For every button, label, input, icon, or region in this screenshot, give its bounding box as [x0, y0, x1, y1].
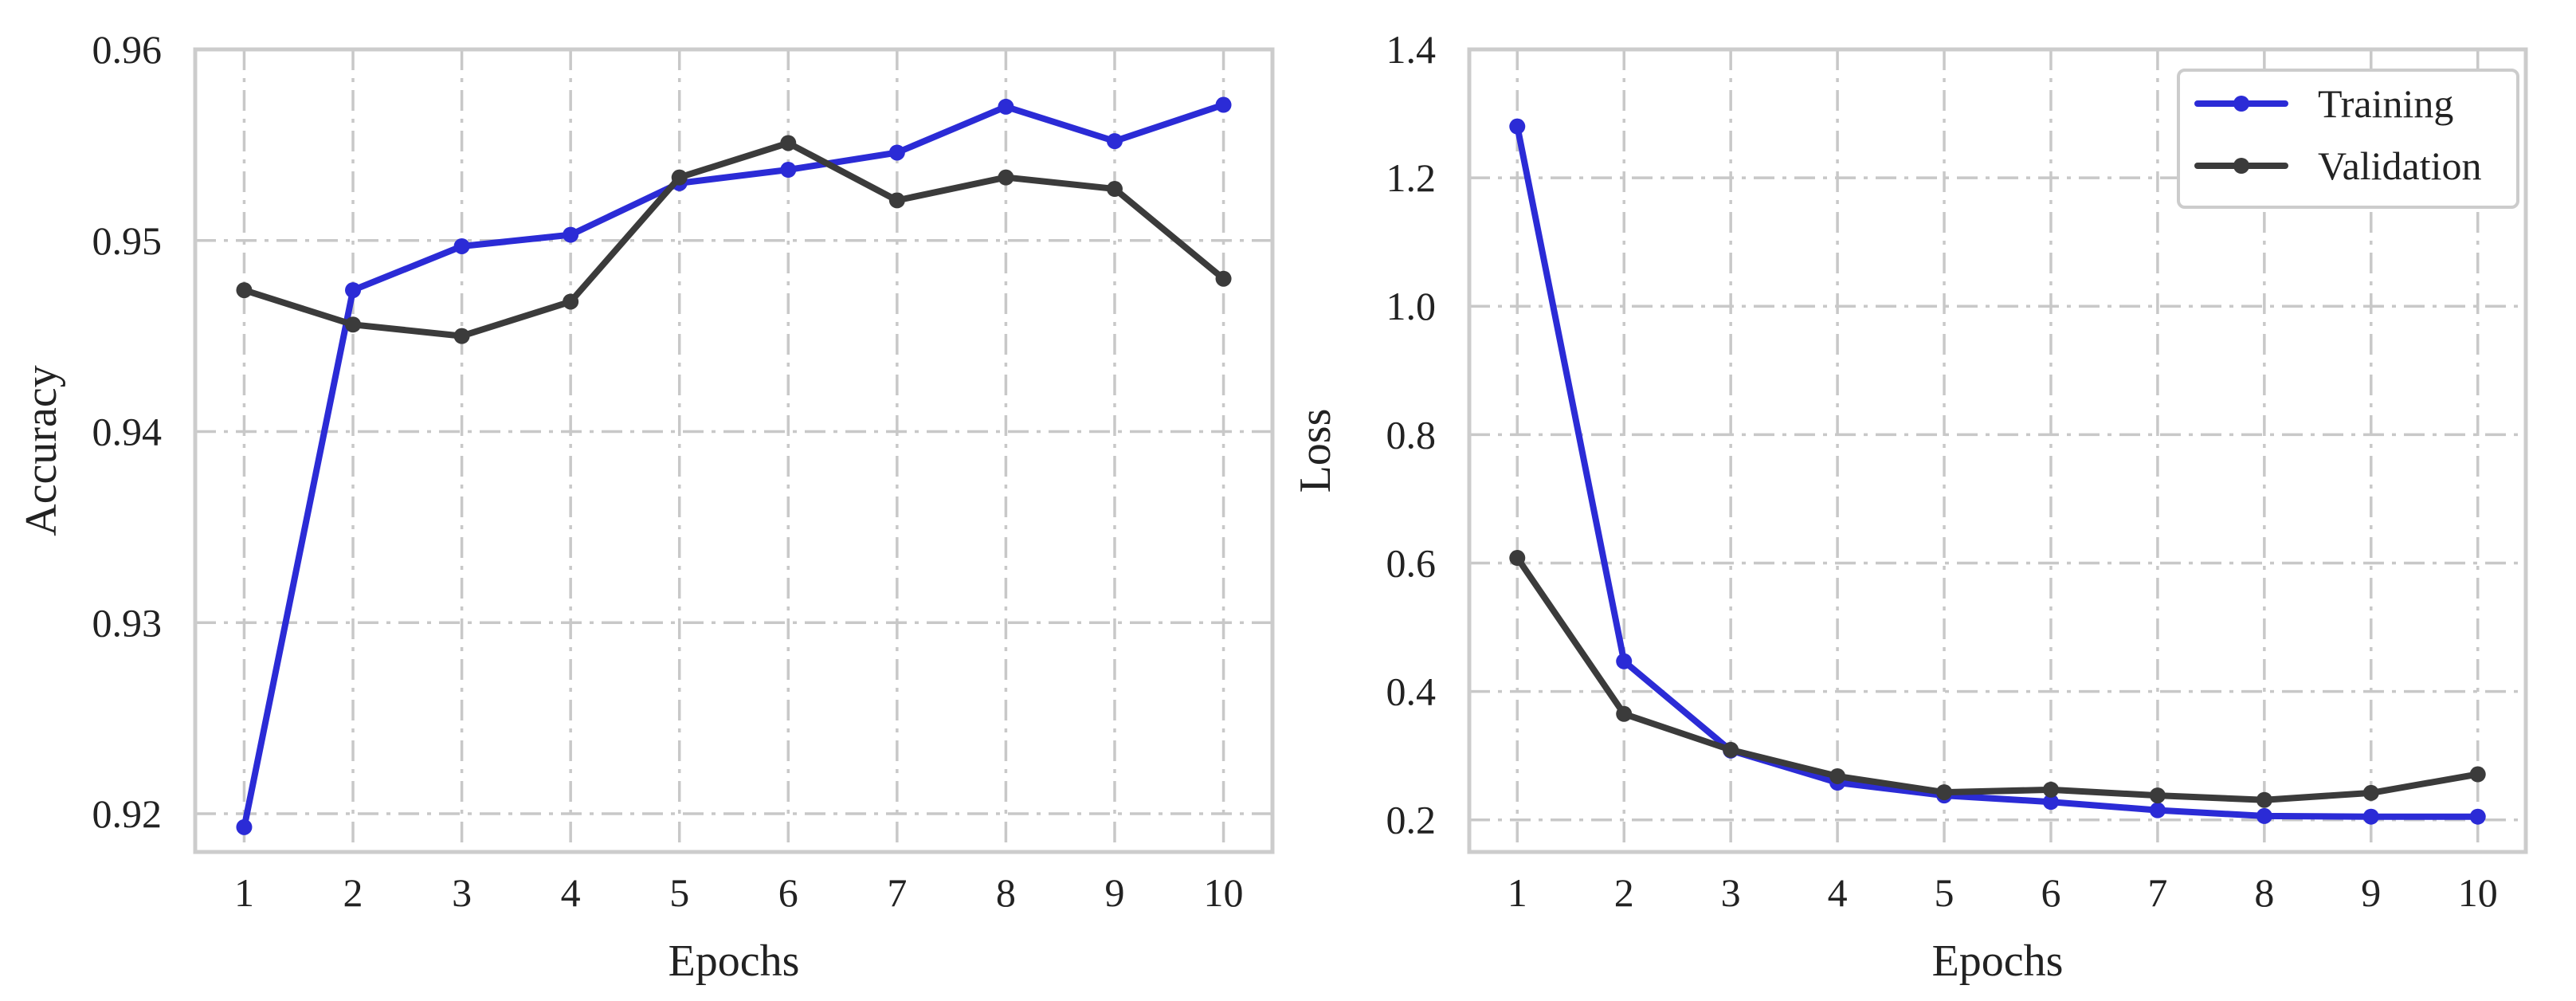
validation-data-point: [780, 135, 797, 151]
training-data-point: [345, 282, 362, 299]
plot-frame: [193, 47, 1275, 854]
training-data-point: [2256, 807, 2272, 824]
x-tick-label: 3: [1721, 870, 1741, 915]
training-series-line: [1514, 123, 2481, 820]
x-tick-label: 6: [778, 870, 798, 915]
legend: Training Validation: [2177, 69, 2519, 209]
validation-data-point: [1509, 550, 1526, 567]
training-data-point: [1616, 653, 1633, 669]
validation-data-point: [2256, 791, 2272, 808]
validation-data-point: [1723, 741, 1739, 758]
validation-data-point: [888, 192, 905, 209]
y-tick-label: 0.95: [92, 218, 163, 263]
validation-data-point: [563, 293, 579, 310]
validation-data-point: [998, 169, 1014, 186]
x-tick-label: 9: [1104, 870, 1124, 915]
validation-data-point: [1616, 705, 1633, 722]
x-tick-label: 2: [1614, 870, 1634, 915]
x-tick-label: 5: [669, 870, 689, 915]
y-tick-label: 1.2: [1386, 155, 1437, 200]
x-tick-label: 2: [343, 870, 363, 915]
x-tick-label: 6: [2041, 870, 2060, 915]
y-axis-label: Accuracy: [17, 365, 66, 536]
validation-data-point: [2042, 781, 2059, 798]
y-tick-label: 0.2: [1386, 798, 1437, 842]
training-data-point: [1509, 118, 1526, 135]
x-tick-label: 8: [2254, 870, 2274, 915]
validation-data-point: [2362, 784, 2379, 801]
validation-data-point: [2149, 787, 2166, 804]
training-data-point: [236, 818, 253, 835]
x-tick-label: 10: [1204, 870, 1244, 915]
y-axis-label: Loss: [1291, 409, 1340, 493]
validation-data-point: [1215, 270, 1232, 287]
x-tick-label: 4: [561, 870, 581, 915]
training-data-point: [2042, 794, 2059, 811]
training-data-point: [563, 226, 579, 243]
y-tick-label: 1.4: [1386, 27, 1437, 72]
x-tick-label: 1: [1508, 870, 1527, 915]
x-tick-label: 7: [887, 870, 907, 915]
validation-data-point: [1936, 784, 1953, 801]
y-tick-label: 0.96: [92, 27, 163, 72]
training-data-point: [998, 98, 1014, 115]
y-tick-label: 1.0: [1386, 284, 1437, 328]
x-tick-label: 3: [452, 870, 472, 915]
training-data-point: [2469, 808, 2486, 825]
validation-data-point: [2469, 766, 2486, 783]
training-data-point: [780, 162, 797, 179]
validation-series-line: [1514, 555, 2481, 803]
x-tick-label: 5: [1935, 870, 1955, 915]
training-data-point: [1106, 133, 1123, 150]
plot-frame: [1467, 47, 2528, 854]
training-series-line: [241, 101, 1227, 830]
legend-training-label: Training: [2318, 81, 2453, 126]
y-tick-label: 0.93: [92, 600, 163, 645]
validation-data-point: [453, 328, 470, 344]
legend-validation-marker: [2233, 158, 2249, 174]
x-tick-label: 7: [2147, 870, 2167, 915]
x-tick-label: 4: [1828, 870, 1848, 915]
loss-chart: 1 2 3 4 5 6 7 8 9 10 0.2 0.4 0.6 0.8 1.0 1.2 1.4 Epochs Lo…: [1291, 27, 2528, 986]
x-tick-label: 1: [234, 870, 254, 915]
y-tick-label: 0.8: [1386, 412, 1437, 457]
legend-validation-label: Validation: [2318, 143, 2482, 188]
training-data-point: [2149, 802, 2166, 818]
x-tick-label: 10: [2458, 870, 2498, 915]
x-tick-label: 9: [2361, 870, 2381, 915]
validation-data-point: [236, 282, 253, 299]
y-tick-label: 0.4: [1386, 669, 1437, 714]
y-tick-label: 0.6: [1386, 540, 1437, 585]
training-data-point: [2362, 808, 2379, 825]
training-data-point: [1215, 96, 1232, 113]
validation-series-line: [241, 139, 1227, 340]
training-data-point: [453, 237, 470, 254]
accuracy-chart: 1 2 3 4 5 6 7 8 9 10 0.92 0.93 0.94 0.95 0.96 Epochs Acc…: [17, 27, 1275, 986]
validation-data-point: [1829, 767, 1846, 784]
validation-data-point: [1106, 181, 1123, 198]
x-axis-label: Epochs: [1932, 936, 2064, 986]
y-tick-label: 0.92: [92, 791, 163, 836]
x-axis-label: Epochs: [669, 936, 800, 986]
y-tick-label: 0.94: [92, 410, 163, 454]
training-data-point: [888, 144, 905, 161]
legend-training-marker: [2233, 96, 2249, 112]
validation-data-point: [671, 169, 688, 186]
validation-data-point: [345, 316, 362, 333]
x-tick-label: 8: [996, 870, 1016, 915]
